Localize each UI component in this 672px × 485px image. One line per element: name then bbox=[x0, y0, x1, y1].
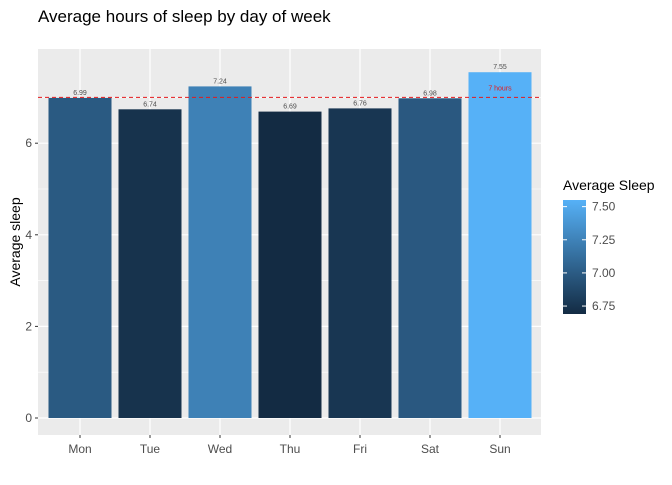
reference-line-group: 7 hours bbox=[38, 85, 541, 98]
data-label: 6.76 bbox=[353, 100, 367, 107]
x-tick-label-sat: Sat bbox=[421, 442, 440, 456]
data-label: 6.99 bbox=[73, 90, 87, 97]
bar-sun bbox=[468, 72, 532, 419]
bar-mon bbox=[48, 97, 112, 418]
data-label: 6.69 bbox=[283, 104, 297, 111]
x-tick-label-mon: Mon bbox=[68, 442, 91, 456]
y-axis: 0 2 4 6 bbox=[25, 136, 38, 425]
y-tick-label: 6 bbox=[25, 136, 32, 150]
legend-ticks: 6.75 7.00 7.25 7.50 bbox=[563, 200, 616, 313]
legend-color-bar bbox=[563, 200, 586, 314]
legend-tick-label: 7.50 bbox=[592, 200, 616, 214]
x-tick-label-thu: Thu bbox=[280, 442, 301, 456]
data-label: 6.98 bbox=[423, 90, 437, 97]
legend-tick-label: 7.00 bbox=[592, 266, 616, 280]
data-label: 7.24 bbox=[213, 78, 227, 85]
data-label: 6.74 bbox=[143, 101, 157, 108]
bar-wed bbox=[188, 86, 252, 419]
x-tick-label-wed: Wed bbox=[208, 442, 232, 456]
legend-title: Average Sleep bbox=[563, 177, 655, 193]
legend-tick-label: 7.25 bbox=[592, 233, 616, 247]
color-legend: Average Sleep 6.75 7.00 7.25 7.50 bbox=[563, 177, 655, 314]
chart-title: Average hours of sleep by day of week bbox=[38, 7, 331, 26]
y-tick-label: 2 bbox=[25, 319, 32, 333]
y-tick-label: 4 bbox=[25, 228, 32, 242]
bar-tue bbox=[118, 109, 182, 419]
x-tick-label-tue: Tue bbox=[140, 442, 161, 456]
x-tick-label-fri: Fri bbox=[353, 442, 367, 456]
bars bbox=[48, 72, 532, 419]
data-labels: 6.99 6.74 7.24 6.69 6.76 6.98 7.55 bbox=[73, 64, 507, 110]
y-axis-title: Average sleep bbox=[7, 197, 23, 286]
bar-fri bbox=[328, 108, 392, 418]
x-axis: Mon Tue Wed Thu Fri Sat Sun bbox=[68, 435, 511, 456]
reference-line-label: 7 hours bbox=[488, 85, 512, 92]
legend-tick-label: 6.75 bbox=[592, 299, 616, 313]
bar-thu bbox=[258, 111, 322, 419]
data-label: 7.55 bbox=[493, 64, 507, 71]
y-tick-label: 0 bbox=[25, 411, 32, 425]
x-tick-label-sun: Sun bbox=[489, 442, 510, 456]
bar-sat bbox=[398, 98, 462, 418]
